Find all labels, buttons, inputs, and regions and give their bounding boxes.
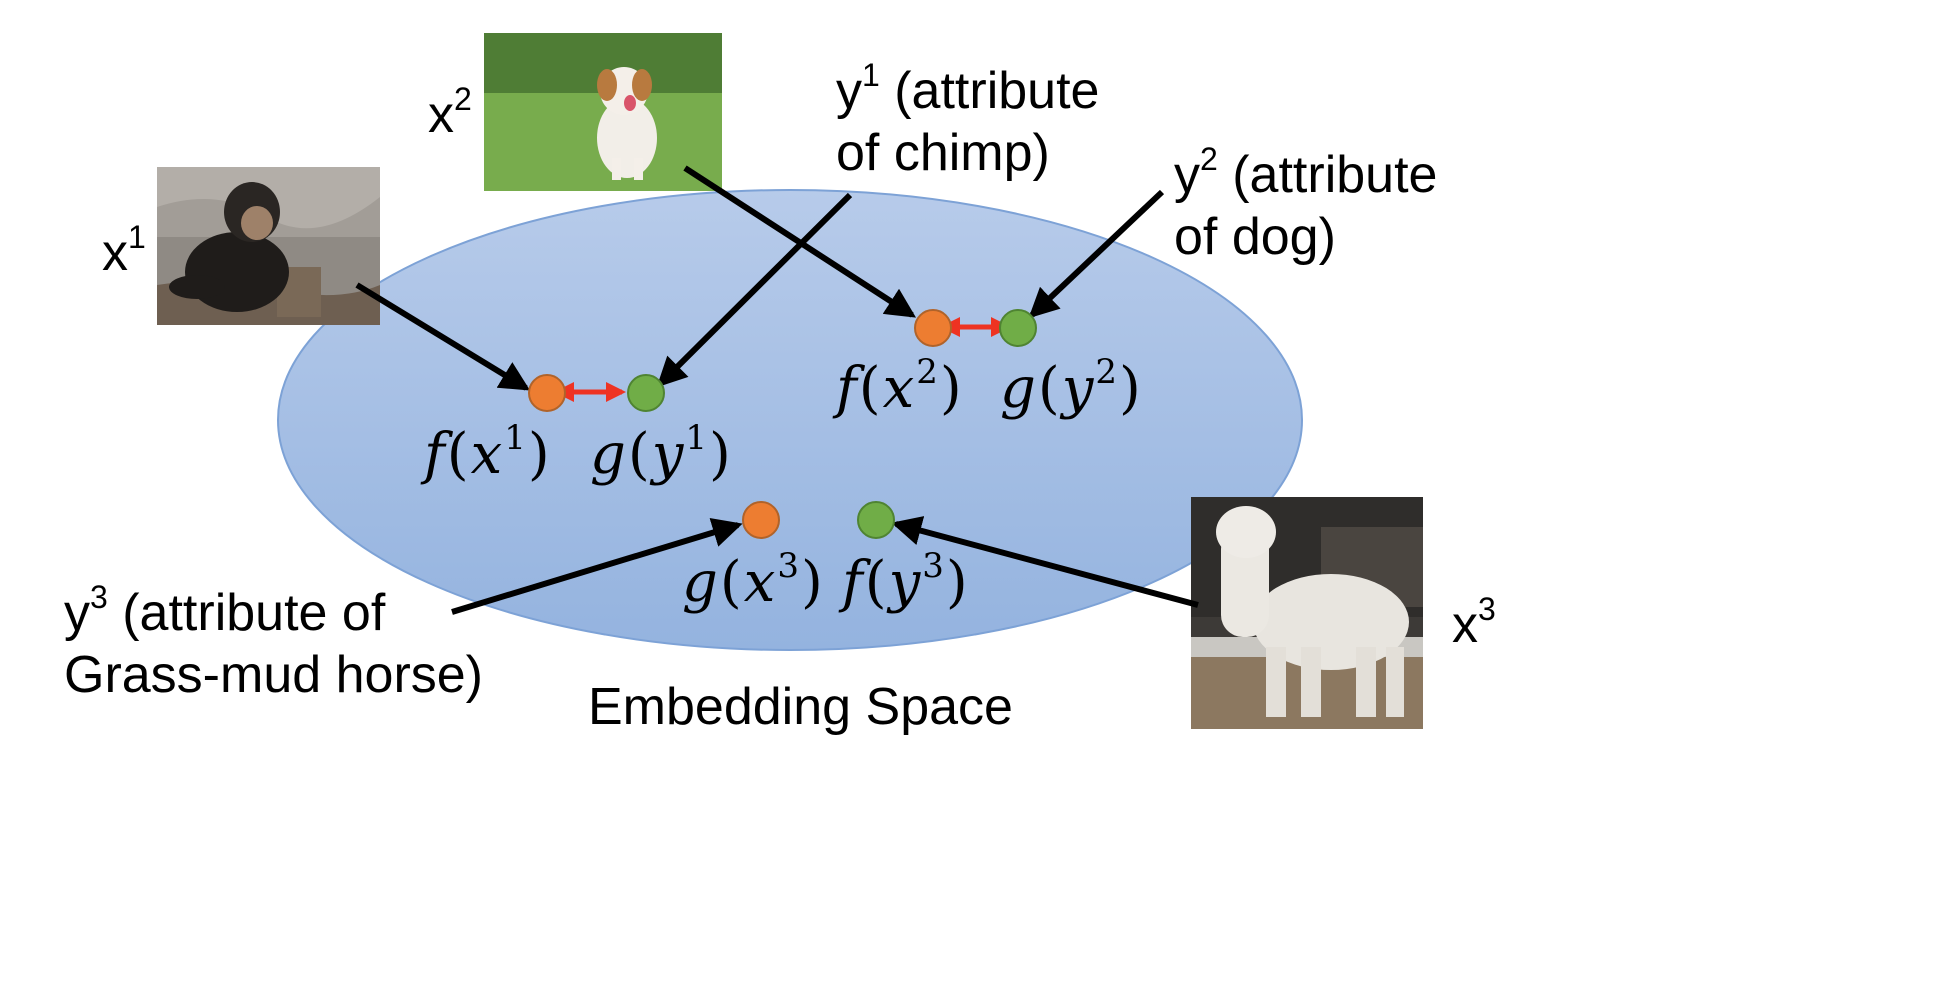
label-g-y1: g(y1)	[590, 418, 733, 487]
point-g-y1	[627, 374, 665, 412]
chimp-photo	[157, 167, 380, 325]
embedding-space-label: Embedding Space	[588, 678, 1013, 736]
arrow-y2-to-gy2	[1028, 189, 1165, 319]
point-f-x2	[914, 309, 952, 347]
arrow-y3-to-gx3	[451, 517, 743, 615]
label-g-x3: g(x3)	[682, 546, 825, 615]
arrow-x3-to-fy3	[891, 516, 1199, 608]
point-f-x1	[528, 374, 566, 412]
label-f-x2: f(x2)	[836, 352, 964, 421]
label-g-y2: g(y2)	[1000, 352, 1143, 421]
arrow-x2-to-fx2	[683, 165, 917, 318]
alpaca-photo	[1191, 497, 1423, 729]
label-f-y3: f(y3)	[842, 546, 970, 615]
point-g-x3	[742, 501, 780, 539]
label-y2: y2 (attribute of dog)	[1174, 141, 1438, 267]
label-f-x1: f(x1)	[424, 418, 552, 487]
label-y3: y3 (attribute of Grass-mud horse)	[64, 579, 483, 705]
point-f-y3	[857, 501, 895, 539]
label-x3: x3	[1452, 591, 1496, 654]
arrow-y1-to-gy1	[656, 192, 853, 388]
arrow-x1-to-fx1	[355, 282, 531, 391]
label-x2: x2	[428, 81, 472, 144]
label-x1: x1	[102, 219, 146, 282]
dog-photo	[484, 33, 722, 191]
point-g-y2	[999, 309, 1037, 347]
label-y1: y1 (attribute of chimp)	[836, 57, 1100, 183]
